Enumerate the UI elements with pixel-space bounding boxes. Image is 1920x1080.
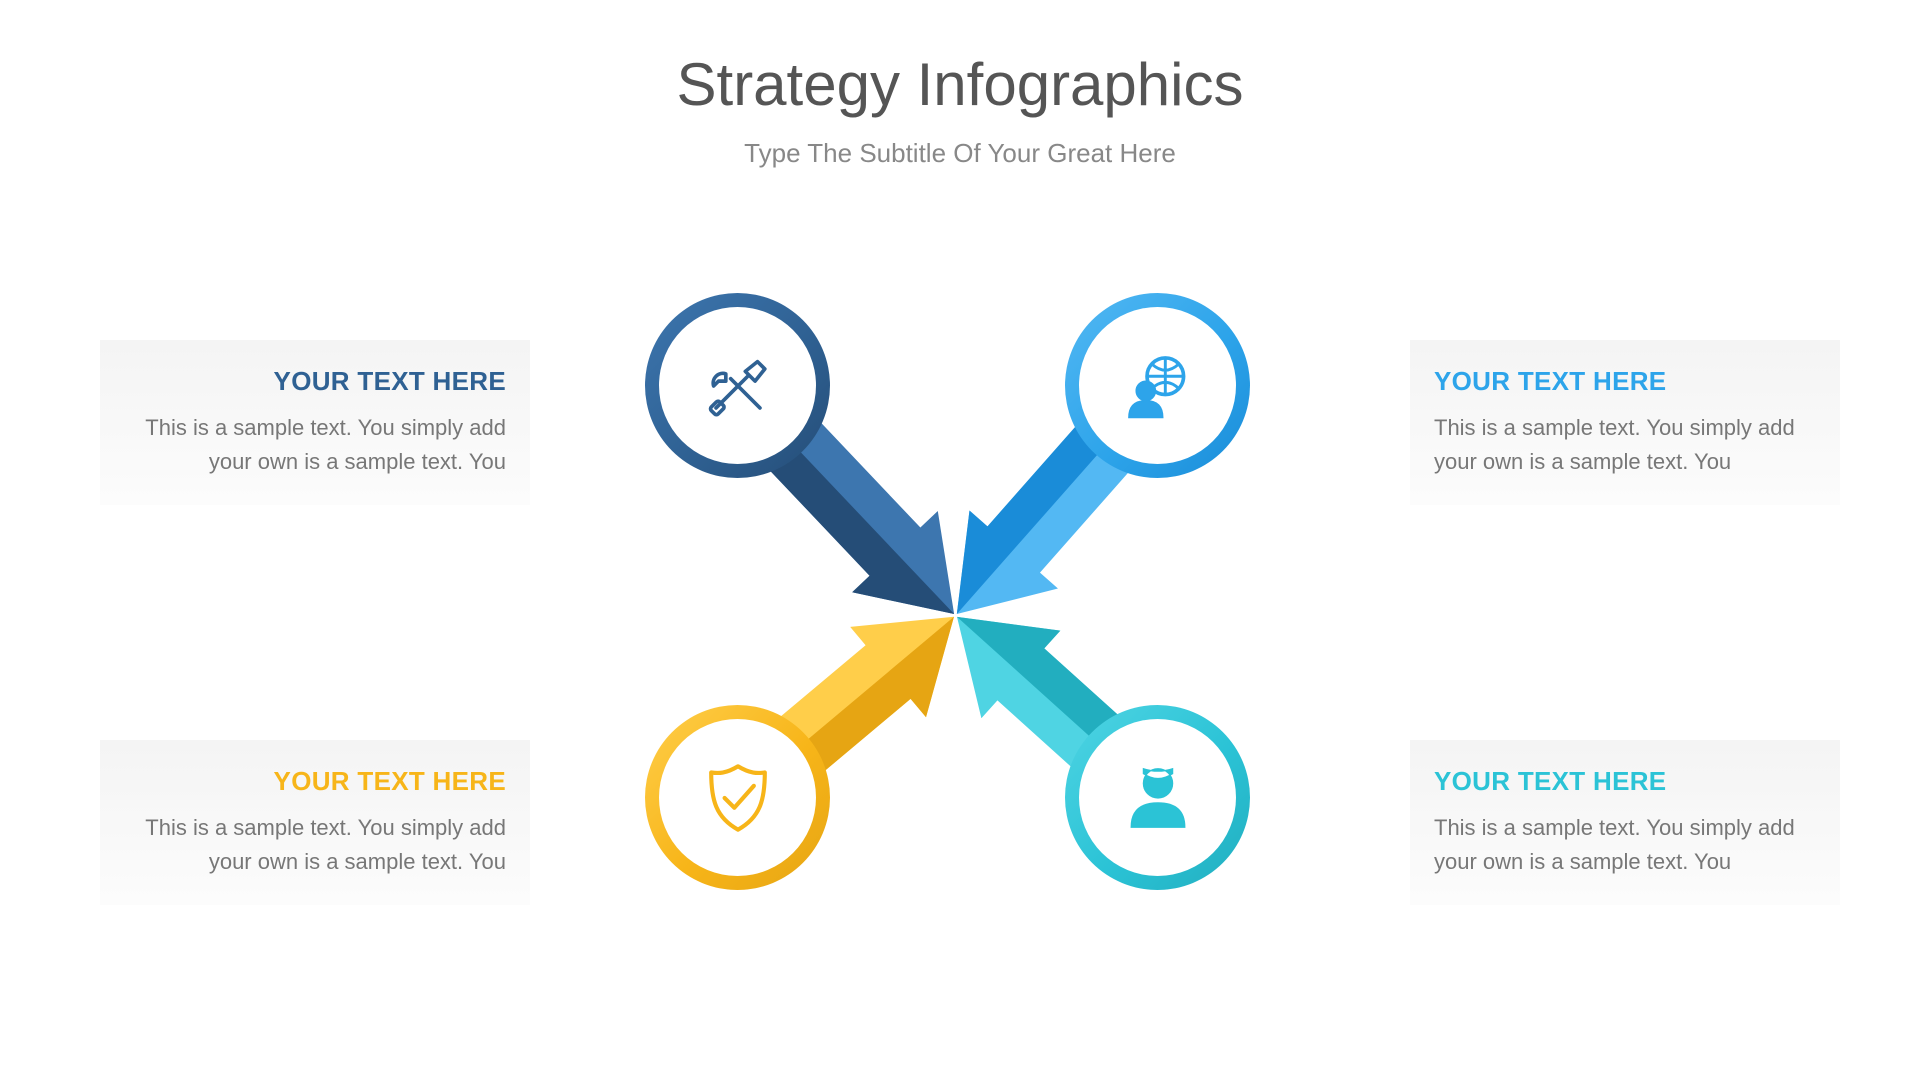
heading-bottom-left: YOUR TEXT HERE — [124, 766, 506, 797]
node-top-right — [1065, 293, 1250, 478]
desc-bottom-left: This is a sample text. You simply add yo… — [124, 811, 506, 879]
textbox-top-left: YOUR TEXT HERE This is a sample text. Yo… — [100, 340, 530, 505]
textbox-top-right: YOUR TEXT HERE This is a sample text. Yo… — [1410, 340, 1840, 505]
globe-person-icon — [1065, 293, 1250, 478]
converge-diagram — [600, 275, 1310, 985]
heading-top-right: YOUR TEXT HERE — [1434, 366, 1816, 397]
desc-top-left: This is a sample text. You simply add yo… — [124, 411, 506, 479]
page-title: Strategy Infographics — [0, 50, 1920, 119]
node-bottom-right — [1065, 705, 1250, 890]
heading-bottom-right: YOUR TEXT HERE — [1434, 766, 1816, 797]
desc-top-right: This is a sample text. You simply add yo… — [1434, 411, 1816, 479]
tools-icon — [645, 293, 830, 478]
shield-check-icon — [645, 705, 830, 890]
textbox-bottom-right: YOUR TEXT HERE This is a sample text. Yo… — [1410, 740, 1840, 905]
textbox-bottom-left: YOUR TEXT HERE This is a sample text. Yo… — [100, 740, 530, 905]
heading-top-left: YOUR TEXT HERE — [124, 366, 506, 397]
page-subtitle: Type The Subtitle Of Your Great Here — [0, 138, 1920, 169]
node-top-left — [645, 293, 830, 478]
node-bottom-left — [645, 705, 830, 890]
person-icon — [1065, 705, 1250, 890]
desc-bottom-right: This is a sample text. You simply add yo… — [1434, 811, 1816, 879]
